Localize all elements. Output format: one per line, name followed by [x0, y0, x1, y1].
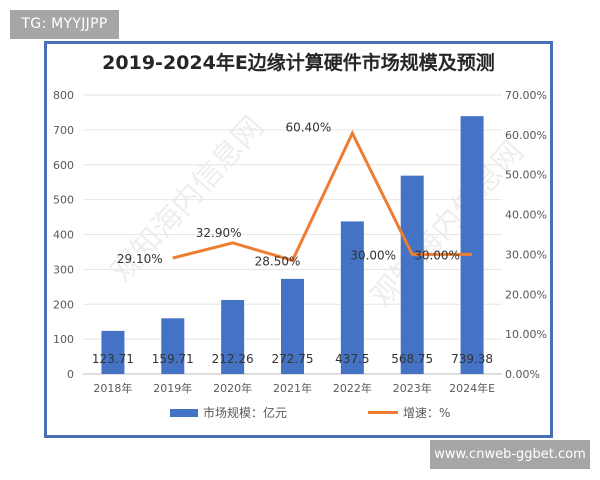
bar-value-label: 739.38	[451, 352, 493, 366]
bar	[281, 278, 304, 374]
line-value-label: 28.50%	[255, 254, 301, 268]
bar	[221, 299, 245, 374]
x-axis-tick-label: 2023年	[393, 381, 432, 395]
bar	[340, 221, 364, 374]
x-axis-tick-label: 2020年	[213, 381, 252, 395]
legend-item-growth: 增速：%	[368, 404, 450, 421]
legend-item-market-size: 市场规模：亿元	[170, 404, 287, 421]
x-axis-ticks: 2018年 2019年 2020年 2021年 2022年 2023年 2024年E	[93, 381, 495, 395]
left-axis-ticks: 0 100 200 300 400 500 600 700 800	[53, 89, 74, 381]
left-axis-tick-label: 700	[53, 124, 74, 137]
line-value-label: 30.00%	[350, 248, 396, 262]
left-axis-tick-label: 500	[53, 194, 74, 207]
bar-series	[101, 116, 484, 374]
line-data-labels: 29.10% 32.90% 28.50% 60.40% 30.00% 30.00%	[117, 120, 460, 268]
chart-title: 2019-2024年E边缘计算硬件市场规模及预测	[102, 52, 495, 74]
line-value-label: 30.00%	[414, 248, 460, 262]
right-axis-tick-label: 70.00%	[505, 89, 547, 102]
legend-label-market-size: 市场规模：亿元	[203, 406, 288, 420]
left-axis-tick-label: 0	[67, 368, 74, 381]
bar-value-label: 437.5	[335, 352, 369, 366]
bar-value-label: 212.26	[212, 352, 254, 366]
top-left-tag: TG: MYYJJPP	[10, 10, 119, 39]
line-value-label: 29.10%	[117, 252, 163, 266]
right-axis-ticks: 0.00% 10.00% 20.00% 30.00% 40.00% 50.00% 60.00…	[505, 89, 547, 381]
x-axis-tick-label: 2022年	[333, 381, 372, 395]
left-axis-tick-label: 200	[53, 298, 74, 311]
right-axis-tick-label: 20.00%	[505, 288, 547, 301]
bar	[400, 175, 424, 374]
x-axis-tick-label: 2019年	[153, 381, 192, 395]
x-axis-tick-label: 2018年	[93, 381, 132, 395]
line-series	[172, 129, 473, 263]
left-axis-tick-label: 800	[53, 89, 74, 102]
bar-value-label: 568.75	[391, 352, 433, 366]
legend-bar-swatch	[170, 408, 198, 417]
left-axis-tick-label: 300	[53, 263, 74, 276]
line-value-label: 60.40%	[285, 120, 331, 134]
left-axis-tick-label: 100	[53, 333, 74, 346]
bar-value-label: 159.71	[152, 352, 194, 366]
x-axis-tick-label: 2021年	[273, 381, 312, 395]
right-axis-tick-label: 40.00%	[505, 209, 547, 222]
x-axis-tick-label: 2024年E	[449, 381, 495, 395]
right-axis-tick-label: 50.00%	[505, 169, 547, 182]
bar	[101, 330, 125, 374]
legend-line-swatch	[368, 411, 398, 414]
legend-label-growth: 增速：%	[403, 406, 451, 420]
right-axis-tick-label: 0.00%	[505, 368, 540, 381]
bar-data-labels: 123.71 159.71 212.26 272.75 437.5 568.75 739.3…	[92, 352, 493, 366]
left-axis-tick-label: 600	[53, 159, 74, 172]
bar-value-label: 272.75	[272, 352, 314, 366]
right-axis-tick-label: 30.00%	[505, 248, 547, 261]
growth-line	[172, 129, 473, 263]
left-axis-tick-label: 400	[53, 229, 74, 242]
right-axis-tick-label: 60.00%	[505, 129, 547, 142]
bar	[460, 116, 484, 374]
bar	[161, 318, 185, 374]
bottom-right-tag: www.cnweb-ggbet.com	[430, 440, 590, 469]
bar-value-label: 123.71	[92, 352, 134, 366]
right-axis-tick-label: 10.00%	[505, 328, 547, 341]
line-value-label: 32.90%	[196, 226, 242, 240]
